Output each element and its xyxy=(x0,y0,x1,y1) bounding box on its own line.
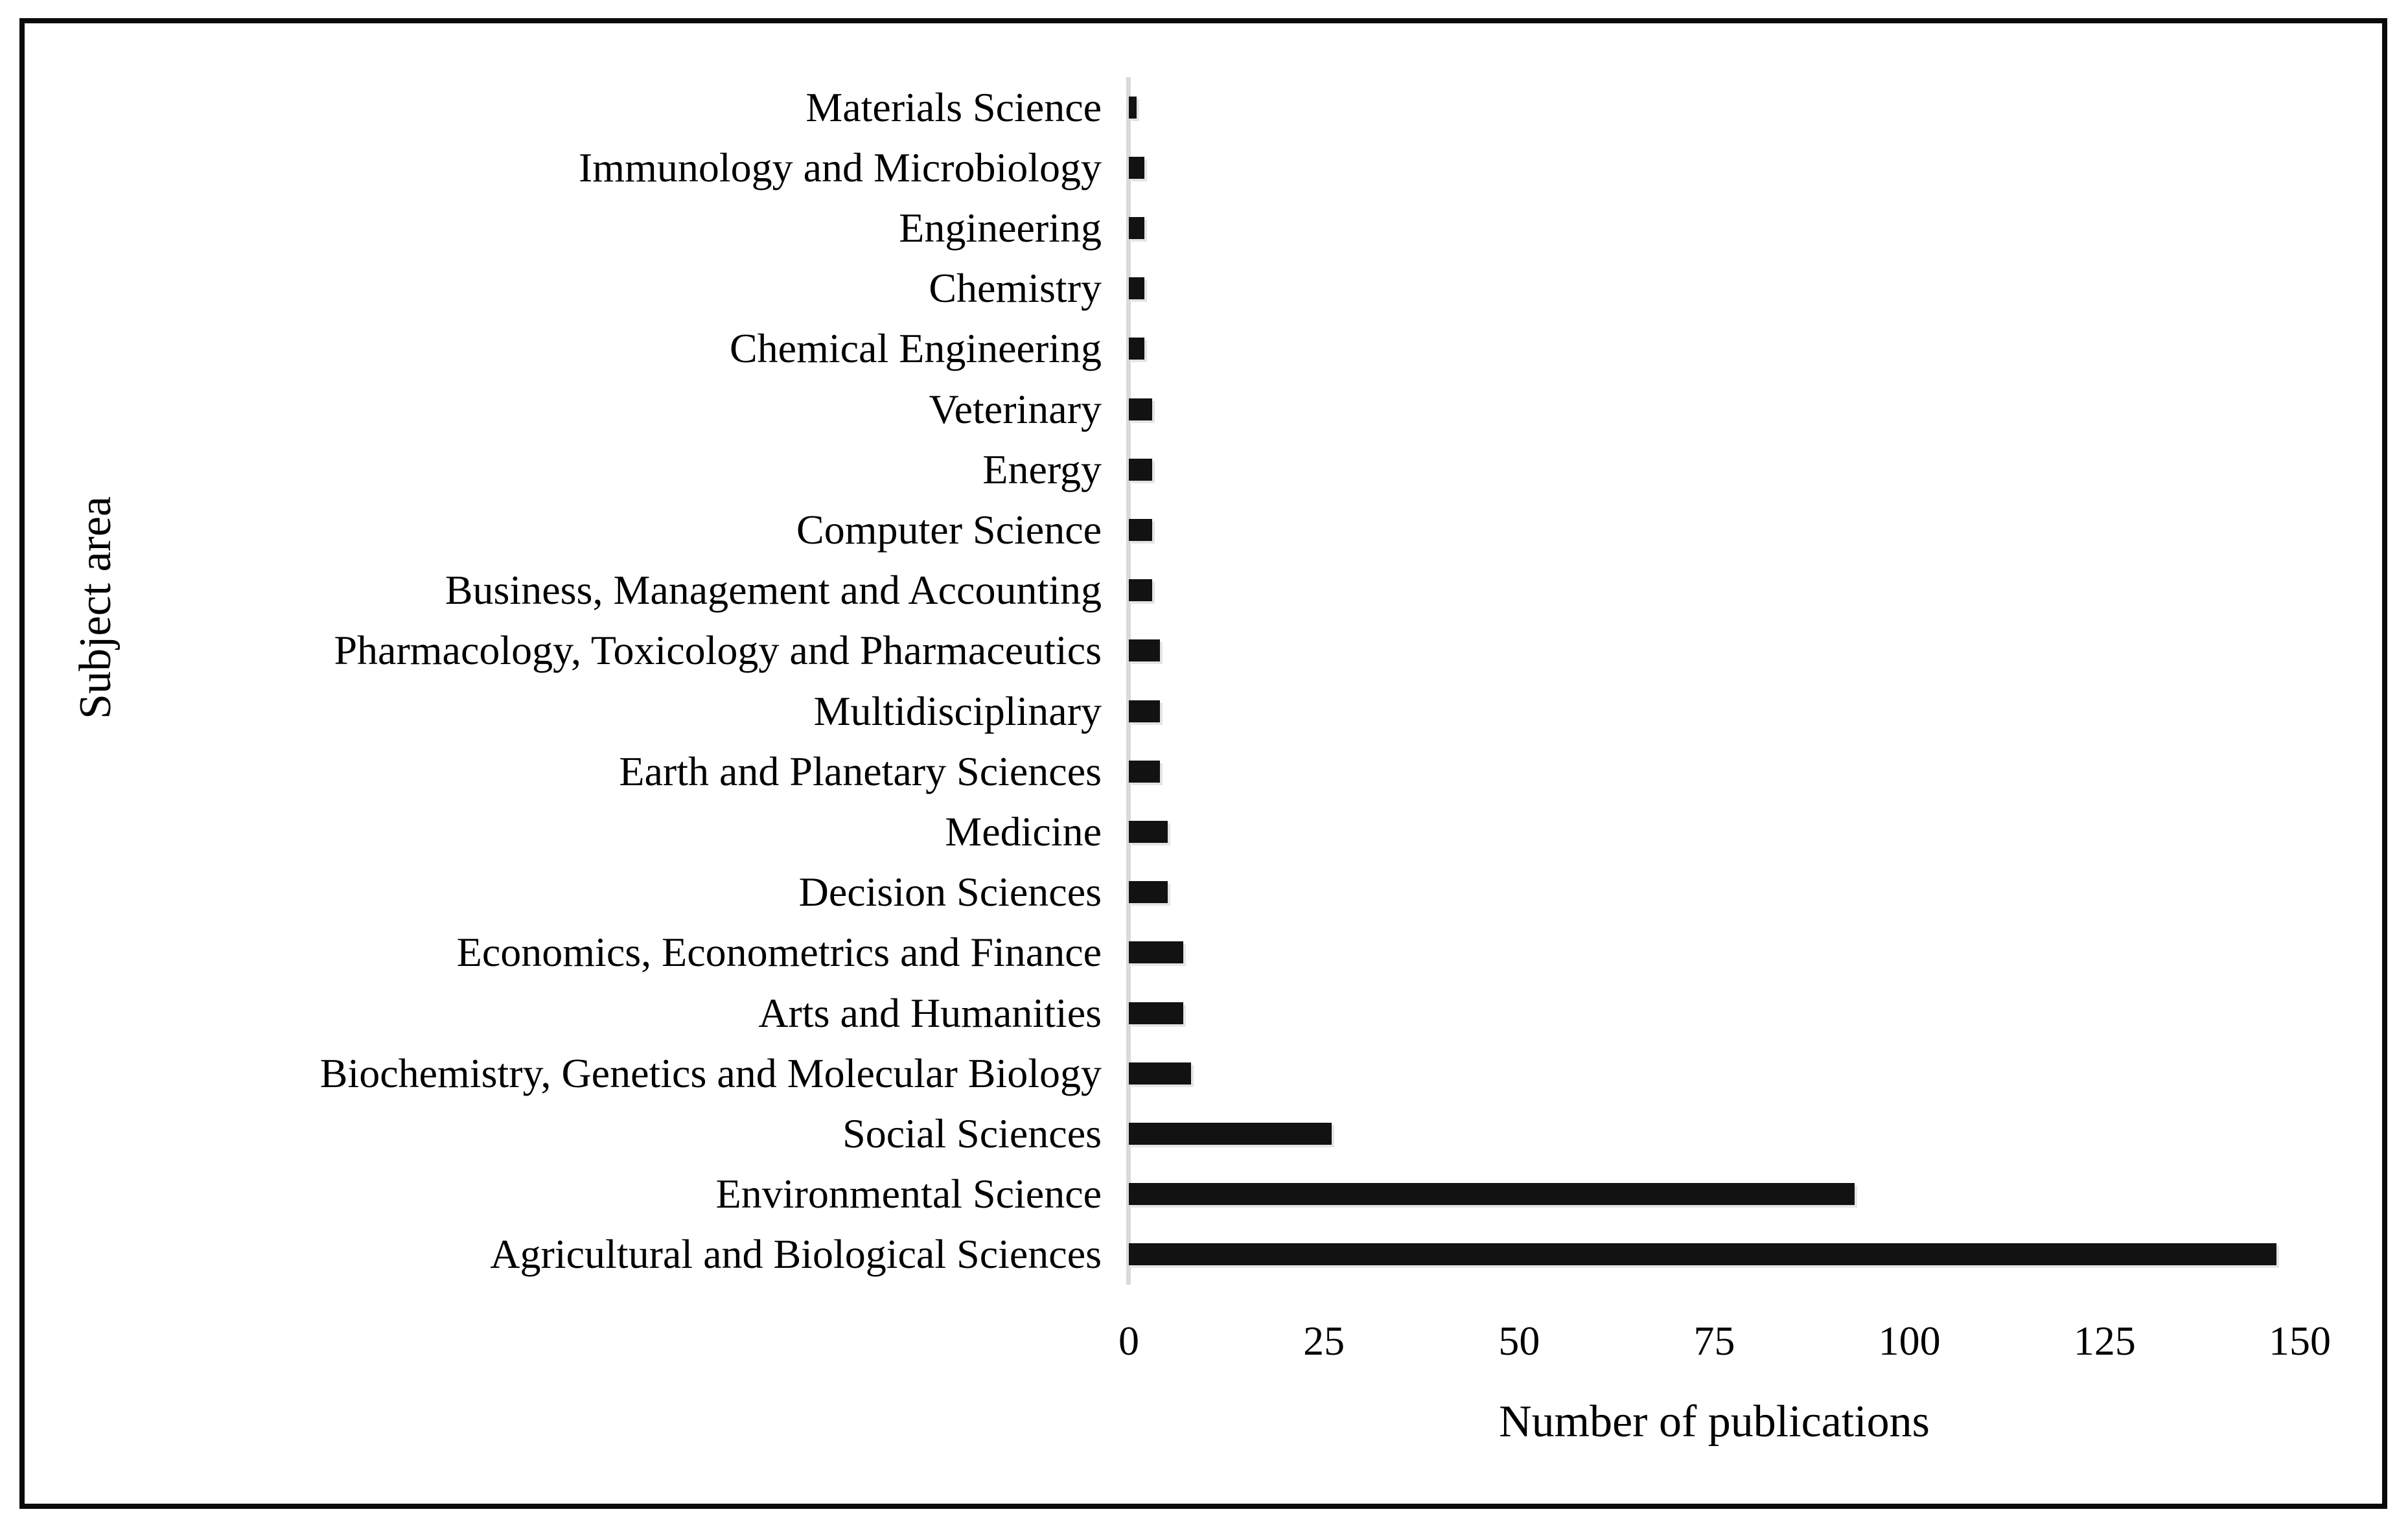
category-label: Energy xyxy=(982,446,1102,492)
bar xyxy=(1129,277,1145,300)
category-label: Arts and Humanities xyxy=(758,989,1102,1036)
category-label: Multidisciplinary xyxy=(813,687,1102,734)
category-label: Social Sciences xyxy=(842,1110,1102,1157)
bar-row xyxy=(1129,923,2300,983)
bar-row xyxy=(1129,198,2300,258)
x-tick-label: 125 xyxy=(2073,1318,2136,1364)
bar-row xyxy=(1129,621,2300,681)
category-label: Decision Sciences xyxy=(798,869,1102,915)
category-label: Environmental Science xyxy=(715,1171,1102,1217)
bar-row xyxy=(1129,137,2300,198)
bar xyxy=(1129,760,1161,783)
x-tick-label: 25 xyxy=(1303,1318,1345,1364)
x-tick-label: 75 xyxy=(1693,1318,1735,1364)
bar xyxy=(1129,941,1184,964)
bar xyxy=(1129,1123,1332,1145)
plot-area xyxy=(1129,77,2300,1285)
category-axis-line xyxy=(1126,77,1131,1285)
bar-row xyxy=(1129,499,2300,560)
category-label: Pharmacology, Toxicology and Pharmaceuti… xyxy=(334,627,1102,674)
category-axis-labels: Materials Science Immunology and Microbio… xyxy=(0,77,1102,1285)
bar-row xyxy=(1129,319,2300,379)
bar-row xyxy=(1129,862,2300,923)
category-label: Chemical Engineering xyxy=(729,325,1102,372)
bar-row xyxy=(1129,77,2300,137)
bar-row xyxy=(1129,801,2300,862)
category-label: Earth and Planetary Sciences xyxy=(619,748,1102,794)
category-label: Engineering xyxy=(899,205,1102,251)
bar xyxy=(1129,881,1168,904)
bar xyxy=(1129,1062,1192,1085)
bar xyxy=(1129,821,1168,844)
bar xyxy=(1129,96,1137,119)
bar xyxy=(1129,700,1161,722)
bar-row xyxy=(1129,741,2300,801)
bar xyxy=(1129,338,1145,360)
x-tick-label: 100 xyxy=(1878,1318,1941,1364)
bar xyxy=(1129,156,1145,179)
bar-row xyxy=(1129,379,2300,439)
category-label: Agricultural and Biological Sciences xyxy=(490,1231,1102,1278)
category-label: Computer Science xyxy=(796,507,1102,553)
bar-row xyxy=(1129,1043,2300,1103)
bar-row xyxy=(1129,1103,2300,1164)
category-label: Economics, Econometrics and Finance xyxy=(456,929,1102,976)
bar-row xyxy=(1129,1224,2300,1285)
category-label: Veterinary xyxy=(929,385,1102,432)
category-label: Biochemistry, Genetics and Molecular Bio… xyxy=(319,1050,1102,1096)
bar xyxy=(1129,639,1161,662)
x-tick-label: 150 xyxy=(2269,1318,2331,1364)
category-label: Chemistry xyxy=(929,265,1102,312)
category-label: Business, Management and Accounting xyxy=(445,567,1102,614)
bar xyxy=(1129,398,1153,420)
bar xyxy=(1129,458,1153,481)
bar-row xyxy=(1129,439,2300,499)
x-axis-tick-labels: 0 25 50 75 100 125 150 xyxy=(1118,1318,2331,1379)
bar xyxy=(1129,579,1153,602)
bar-row xyxy=(1129,681,2300,741)
bar-row xyxy=(1129,983,2300,1043)
bar-row xyxy=(1129,560,2300,621)
category-label: Materials Science xyxy=(805,84,1102,130)
bar xyxy=(1129,1002,1184,1024)
bar-row xyxy=(1129,258,2300,319)
category-label: Immunology and Microbiology xyxy=(578,144,1102,190)
bar xyxy=(1129,1243,2276,1266)
x-axis-title: Number of publications xyxy=(1499,1397,1930,1447)
category-label: Medicine xyxy=(945,809,1102,855)
bar xyxy=(1129,519,1153,542)
bar xyxy=(1129,1183,1855,1206)
x-tick-label: 0 xyxy=(1118,1318,1139,1364)
x-tick-label: 50 xyxy=(1498,1318,1540,1364)
bar xyxy=(1129,217,1145,239)
bar-row xyxy=(1129,1164,2300,1224)
